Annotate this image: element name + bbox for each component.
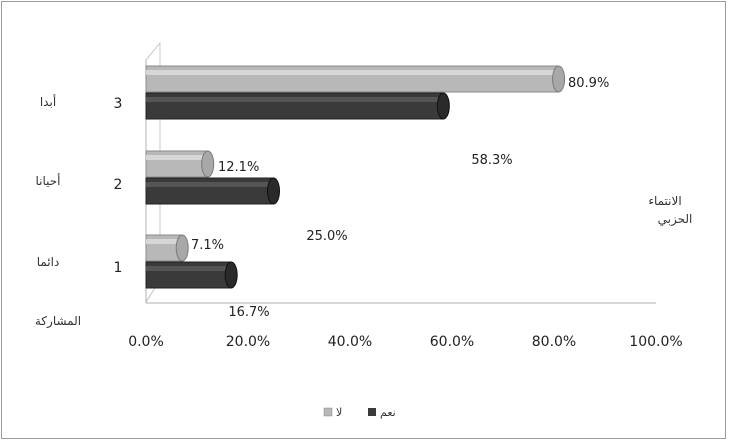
bar-yes-cat1 (145, 261, 238, 289)
side-label-line2: الحزبي (658, 212, 693, 227)
category-label: أبدا (40, 94, 56, 109)
data-label-yes-cat2: 25.0% (306, 229, 347, 244)
bar-no-cat3 (145, 65, 566, 93)
x-tick-label: 40.0% (328, 334, 372, 350)
legend-swatch-yes (368, 408, 376, 416)
bar-no-cat1 (145, 234, 189, 262)
x-tick-label: 80.0% (532, 334, 576, 350)
data-label-yes-cat1: 16.7% (228, 305, 269, 320)
x-tick-label: 60.0% (430, 334, 474, 350)
category-label: دائما (37, 255, 60, 269)
legend-label-no: لا (336, 406, 342, 419)
side-label-line1: الانتماء (648, 194, 681, 208)
category-number: 1 (114, 260, 123, 276)
x-tick-label: 20.0% (226, 334, 270, 350)
data-label-no-cat1: 7.1% (191, 238, 224, 253)
y-axis-title: المشاركة (35, 314, 81, 329)
bar-no-cat2 (145, 150, 215, 178)
legend: لا نعم (323, 406, 396, 419)
x-tick-label: 0.0% (128, 334, 164, 350)
category-number: 2 (114, 177, 123, 193)
data-label-no-cat3: 80.9% (568, 76, 609, 91)
category-label: أحيانا (35, 173, 60, 188)
bar-yes-cat2 (145, 177, 280, 205)
data-label-yes-cat3: 58.3% (471, 153, 512, 168)
legend-swatch-no (323, 407, 333, 417)
bar-yes-cat3 (145, 92, 450, 120)
x-tick-label: 100.0% (629, 334, 682, 350)
legend-label-yes: نعم (380, 406, 396, 419)
category-number: 3 (114, 96, 123, 112)
data-label-no-cat2: 12.1% (218, 160, 259, 175)
